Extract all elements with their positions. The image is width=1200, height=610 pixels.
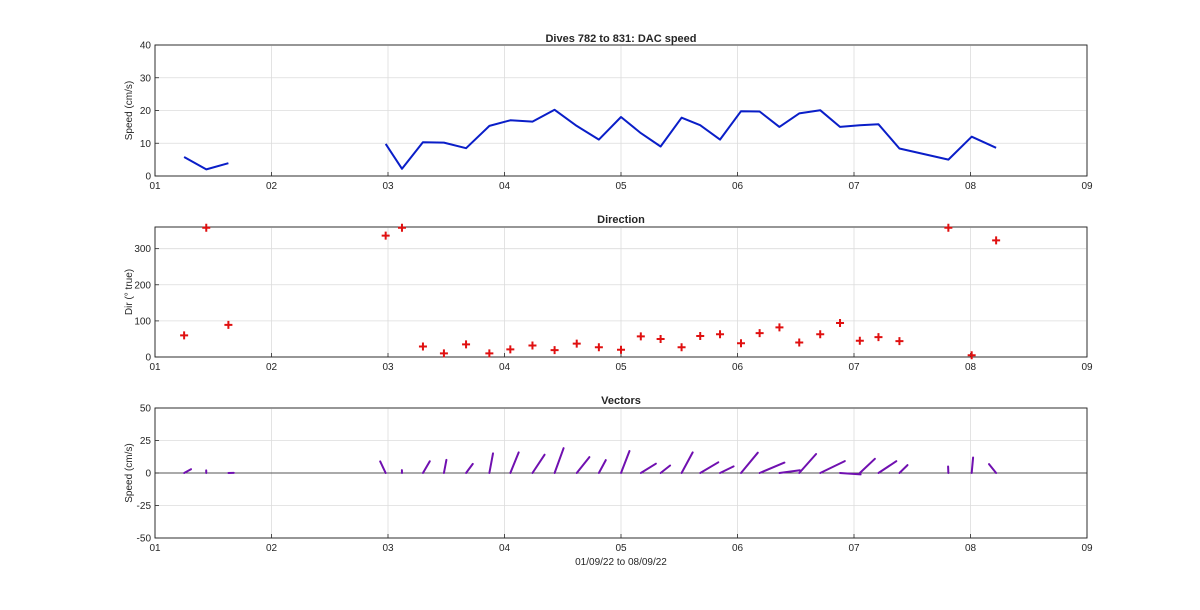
x-tick-label: 05: [615, 543, 627, 554]
panel-2: 01 02 03 04 05 06 07 08 09 0 100 200 300 Direction Dir…: [124, 214, 1093, 373]
x-tick-label: 09: [1081, 362, 1093, 373]
x-tick-label: 01: [149, 543, 161, 554]
x-tick-label: 08: [965, 543, 977, 554]
chart-title: Vectors: [601, 395, 641, 407]
y-axis-label: Speed (cm/s): [124, 443, 135, 502]
panel-1: 01 02 03 04 05 06 07 08 09 0 10 20 30 40 Dives 782 to …: [124, 33, 1093, 192]
y-tick-label: 50: [140, 404, 152, 415]
x-tick-label: 04: [499, 181, 511, 192]
y-tick-label: 25: [140, 436, 152, 447]
x-tick-label: 03: [382, 362, 394, 373]
x-tick-label: 02: [266, 181, 278, 192]
chart-title: Dives 782 to 831: DAC speed: [545, 33, 696, 45]
x-tick-label: 07: [848, 181, 860, 192]
y-tick-label: 0: [145, 353, 151, 364]
y-tick-label: -50: [137, 534, 152, 545]
y-tick-label: 300: [134, 244, 151, 255]
x-axis-label: 01/09/22 to 08/09/22: [575, 557, 667, 568]
x-tick-label: 03: [382, 181, 394, 192]
x-tick-label: 09: [1081, 181, 1093, 192]
x-tick-label: 04: [499, 543, 511, 554]
x-tick-label: 06: [732, 362, 744, 373]
x-tick-label: 03: [382, 543, 394, 554]
x-tick-label: 08: [965, 362, 977, 373]
x-tick-label: 07: [848, 543, 860, 554]
x-tick-label: 05: [615, 181, 627, 192]
x-tick-label: 01: [149, 362, 161, 373]
x-tick-label: 02: [266, 543, 278, 554]
x-tick-label: 07: [848, 362, 860, 373]
x-tick-label: 06: [732, 181, 744, 192]
chart-title: Direction: [597, 214, 645, 226]
y-tick-label: 0: [145, 469, 151, 480]
y-tick-label: 200: [134, 280, 151, 291]
x-tick-label: 09: [1081, 543, 1093, 554]
panel-3: 01 02 03 04 05 06 07 08 09 -50 -25 0 25 50 Vectors Spee…: [124, 395, 1093, 568]
y-axis-label: Dir (° true): [124, 269, 135, 315]
y-axis-label: Speed (cm/s): [124, 81, 135, 140]
x-tick-label: 06: [732, 543, 744, 554]
y-tick-label: 100: [134, 316, 151, 327]
y-tick-label: 10: [140, 139, 152, 150]
y-tick-label: 20: [140, 106, 152, 117]
x-tick-label: 02: [266, 362, 278, 373]
y-tick-label: -25: [137, 501, 152, 512]
x-tick-label: 05: [615, 362, 627, 373]
current-vector: [840, 473, 861, 474]
x-tick-label: 01: [149, 181, 161, 192]
x-tick-label: 04: [499, 362, 511, 373]
x-tick-label: 08: [965, 181, 977, 192]
y-tick-label: 40: [140, 41, 152, 52]
y-tick-label: 0: [145, 172, 151, 183]
y-tick-label: 30: [140, 73, 152, 84]
